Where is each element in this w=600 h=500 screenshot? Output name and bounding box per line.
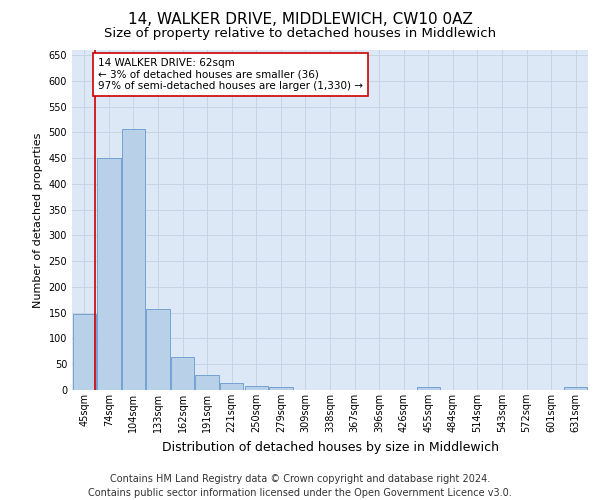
Bar	[97, 158, 121, 390]
X-axis label: Distribution of detached houses by size in Middlewich: Distribution of detached houses by size …	[161, 440, 499, 454]
Text: 14 WALKER DRIVE: 62sqm
← 3% of detached houses are smaller (36)
97% of semi-deta: 14 WALKER DRIVE: 62sqm ← 3% of detached …	[98, 58, 363, 91]
Text: Contains HM Land Registry data © Crown copyright and database right 2024.
Contai: Contains HM Land Registry data © Crown c…	[88, 474, 512, 498]
Bar	[171, 356, 194, 390]
Bar	[196, 374, 219, 390]
Bar	[416, 388, 440, 390]
Y-axis label: Number of detached properties: Number of detached properties	[33, 132, 43, 308]
Bar	[122, 129, 145, 390]
Bar	[73, 314, 96, 390]
Text: 14, WALKER DRIVE, MIDDLEWICH, CW10 0AZ: 14, WALKER DRIVE, MIDDLEWICH, CW10 0AZ	[128, 12, 472, 28]
Bar	[564, 388, 587, 390]
Bar	[245, 386, 268, 390]
Bar	[220, 384, 244, 390]
Bar	[269, 388, 293, 390]
Text: Size of property relative to detached houses in Middlewich: Size of property relative to detached ho…	[104, 28, 496, 40]
Bar	[146, 308, 170, 390]
